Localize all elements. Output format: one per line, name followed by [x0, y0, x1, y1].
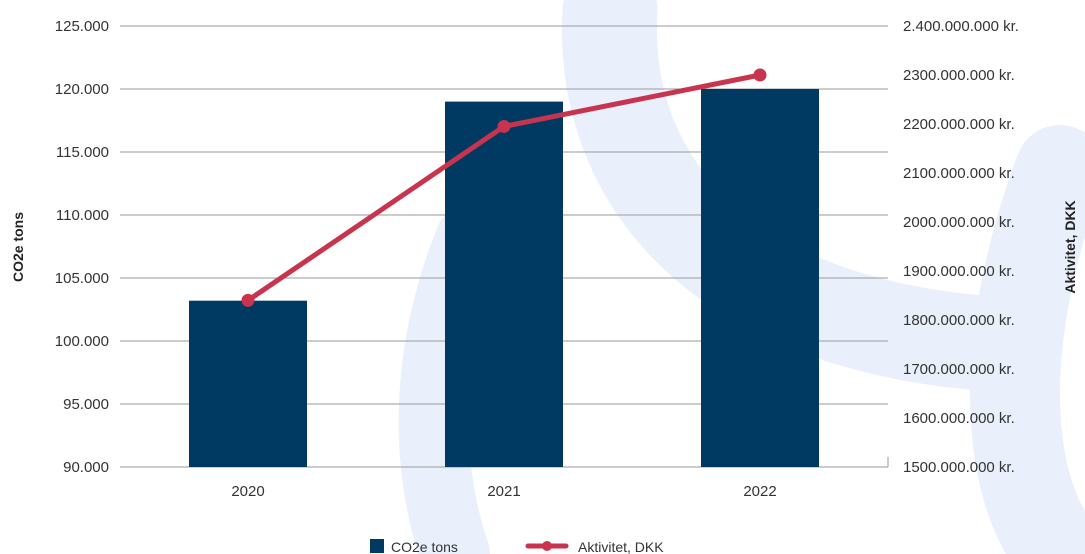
right-tick-label: 2200.000.000 kr. — [903, 116, 1015, 133]
left-tick-label: 110.000 — [56, 207, 109, 224]
left-tick-label: 120.000 — [55, 81, 109, 98]
bars — [189, 89, 819, 467]
left-axis-ticks: 90.000 95.000 100.000 105.000 110.000 115.000… — [55, 18, 109, 476]
right-tick-label: 1800.000.000 kr. — [903, 312, 1015, 329]
right-tick-label: 1600.000.000 kr. — [903, 410, 1015, 427]
x-tick-label: 2020 — [231, 483, 264, 500]
line-series — [241, 68, 767, 307]
x-tick-label: 2022 — [743, 483, 776, 500]
x-axis-ticks: 2020 2021 2022 — [231, 483, 776, 500]
left-tick-label: 125.000 — [55, 18, 109, 35]
left-tick-label: 115.000 — [56, 144, 109, 161]
left-tick-label: 100.000 — [55, 333, 109, 350]
right-tick-label: 1900.000.000 kr. — [903, 263, 1015, 280]
legend-bar-label: CO2e tons — [391, 539, 458, 554]
left-axis-title: CO2e tons — [10, 212, 26, 282]
legend-line-marker — [542, 541, 552, 551]
line-point — [497, 119, 511, 133]
line-point — [753, 68, 767, 82]
line-point — [241, 293, 255, 307]
left-tick-label: 95.000 — [63, 396, 109, 413]
bar — [189, 300, 307, 467]
right-tick-label: 1500.000.000 kr. — [903, 459, 1015, 476]
right-axis-ticks: 1500.000.000 kr. 1600.000.000 kr. 1700.000… — [903, 18, 1019, 476]
bar — [445, 101, 563, 467]
right-tick-label: 1700.000.000 kr. — [903, 361, 1015, 378]
legend-line-label: Aktivitet, DKK — [578, 539, 664, 554]
legend: CO2e tons Aktivitet, DKK — [370, 539, 664, 554]
right-axis-title: Aktivitet, DKK — [1062, 200, 1078, 293]
left-tick-label: 90.000 — [63, 459, 109, 476]
right-tick-label: 2.400.000.000 kr. — [903, 18, 1019, 35]
x-tick-label: 2021 — [487, 483, 520, 500]
right-tick-label: 2300.000.000 kr. — [903, 67, 1015, 84]
legend-bar-swatch — [370, 539, 384, 553]
left-tick-label: 105.000 — [55, 270, 109, 287]
right-tick-label: 2000.000.000 kr. — [903, 214, 1015, 231]
bar — [701, 89, 819, 467]
right-tick-label: 2100.000.000 kr. — [903, 165, 1015, 182]
